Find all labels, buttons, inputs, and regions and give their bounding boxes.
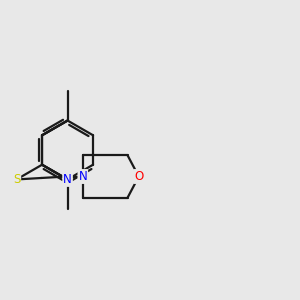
- Text: S: S: [13, 173, 20, 186]
- Text: N: N: [63, 173, 72, 186]
- Text: N: N: [78, 170, 87, 183]
- Text: O: O: [134, 170, 143, 183]
